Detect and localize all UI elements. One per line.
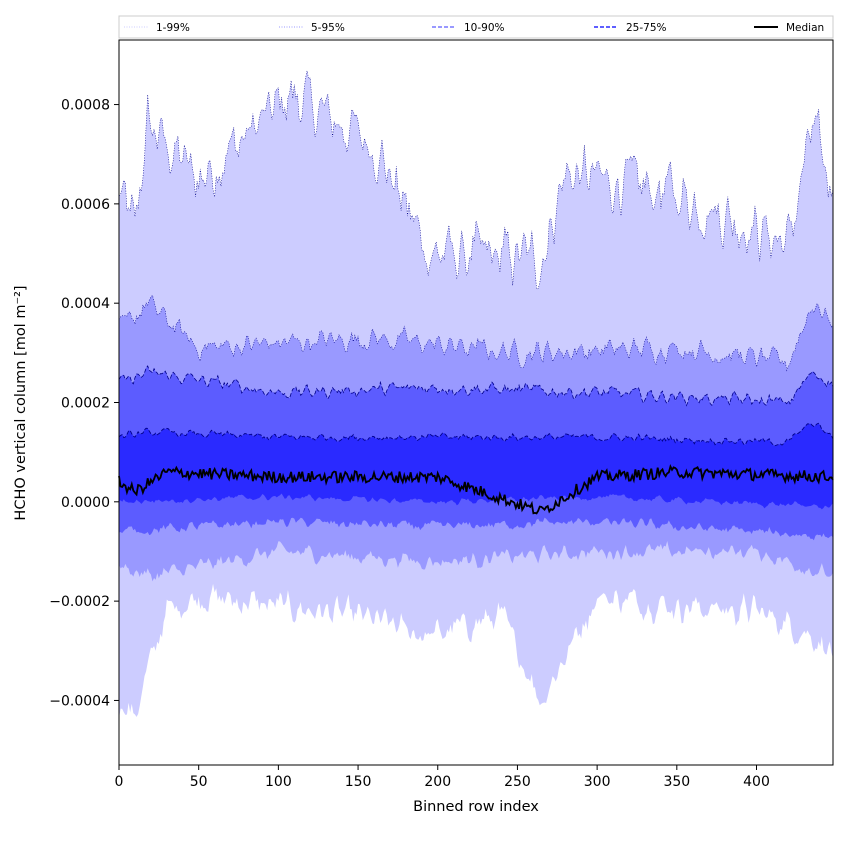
- x-tick-label: 200: [424, 774, 451, 790]
- y-tick-label: 0.0000: [61, 495, 110, 511]
- percentile-bands: [119, 70, 833, 719]
- y-tick-label: −0.0004: [49, 693, 110, 709]
- legend-entry-label: 5-95%: [311, 22, 345, 34]
- percentile-lines: [118, 70, 834, 515]
- x-tick-label: 50: [190, 774, 208, 790]
- x-tick-label: 150: [345, 774, 372, 790]
- band-25-75-upper-line: [118, 422, 834, 447]
- legend-box: [118, 15, 834, 39]
- legend-entry-label: 1-99%: [156, 22, 190, 34]
- band-25-75: [119, 423, 833, 510]
- x-tick-label: 0: [115, 774, 124, 790]
- y-tick-label: 0.0002: [61, 396, 110, 412]
- x-tick-label: 250: [504, 774, 531, 790]
- x-axis-ticks: 0 50 100 150 200 250 300 350 400: [115, 765, 770, 790]
- x-tick-label: 300: [584, 774, 611, 790]
- y-axis-label: HCHO vertical column [mol m⁻²]: [13, 285, 29, 520]
- band-5-95-upper-line: [118, 294, 834, 372]
- y-tick-label: 0.0008: [61, 98, 110, 114]
- x-tick-label: 100: [265, 774, 292, 790]
- legend-entry-label: Median: [786, 22, 824, 34]
- x-axis-label: Binned row index: [413, 799, 539, 815]
- x-tick-label: 400: [743, 774, 770, 790]
- y-axis-ticks: −0.0004 −0.0002 0.0000 0.0002 0.0004 0.0006 0.…: [49, 98, 119, 709]
- median-line: [118, 464, 834, 515]
- band-1-99-upper-line: [118, 70, 834, 290]
- y-tick-label: 0.0004: [61, 296, 110, 312]
- legend: 1-99% 5-95% 10-90% 25-75% Median: [118, 15, 834, 39]
- band-10-90-upper-line: [118, 365, 834, 407]
- legend-entry-label: 10-90%: [464, 22, 505, 34]
- x-tick-label: 350: [663, 774, 690, 790]
- y-tick-label: −0.0002: [49, 594, 110, 610]
- y-tick-label: 0.0006: [61, 197, 110, 213]
- legend-entry-label: 25-75%: [626, 22, 667, 34]
